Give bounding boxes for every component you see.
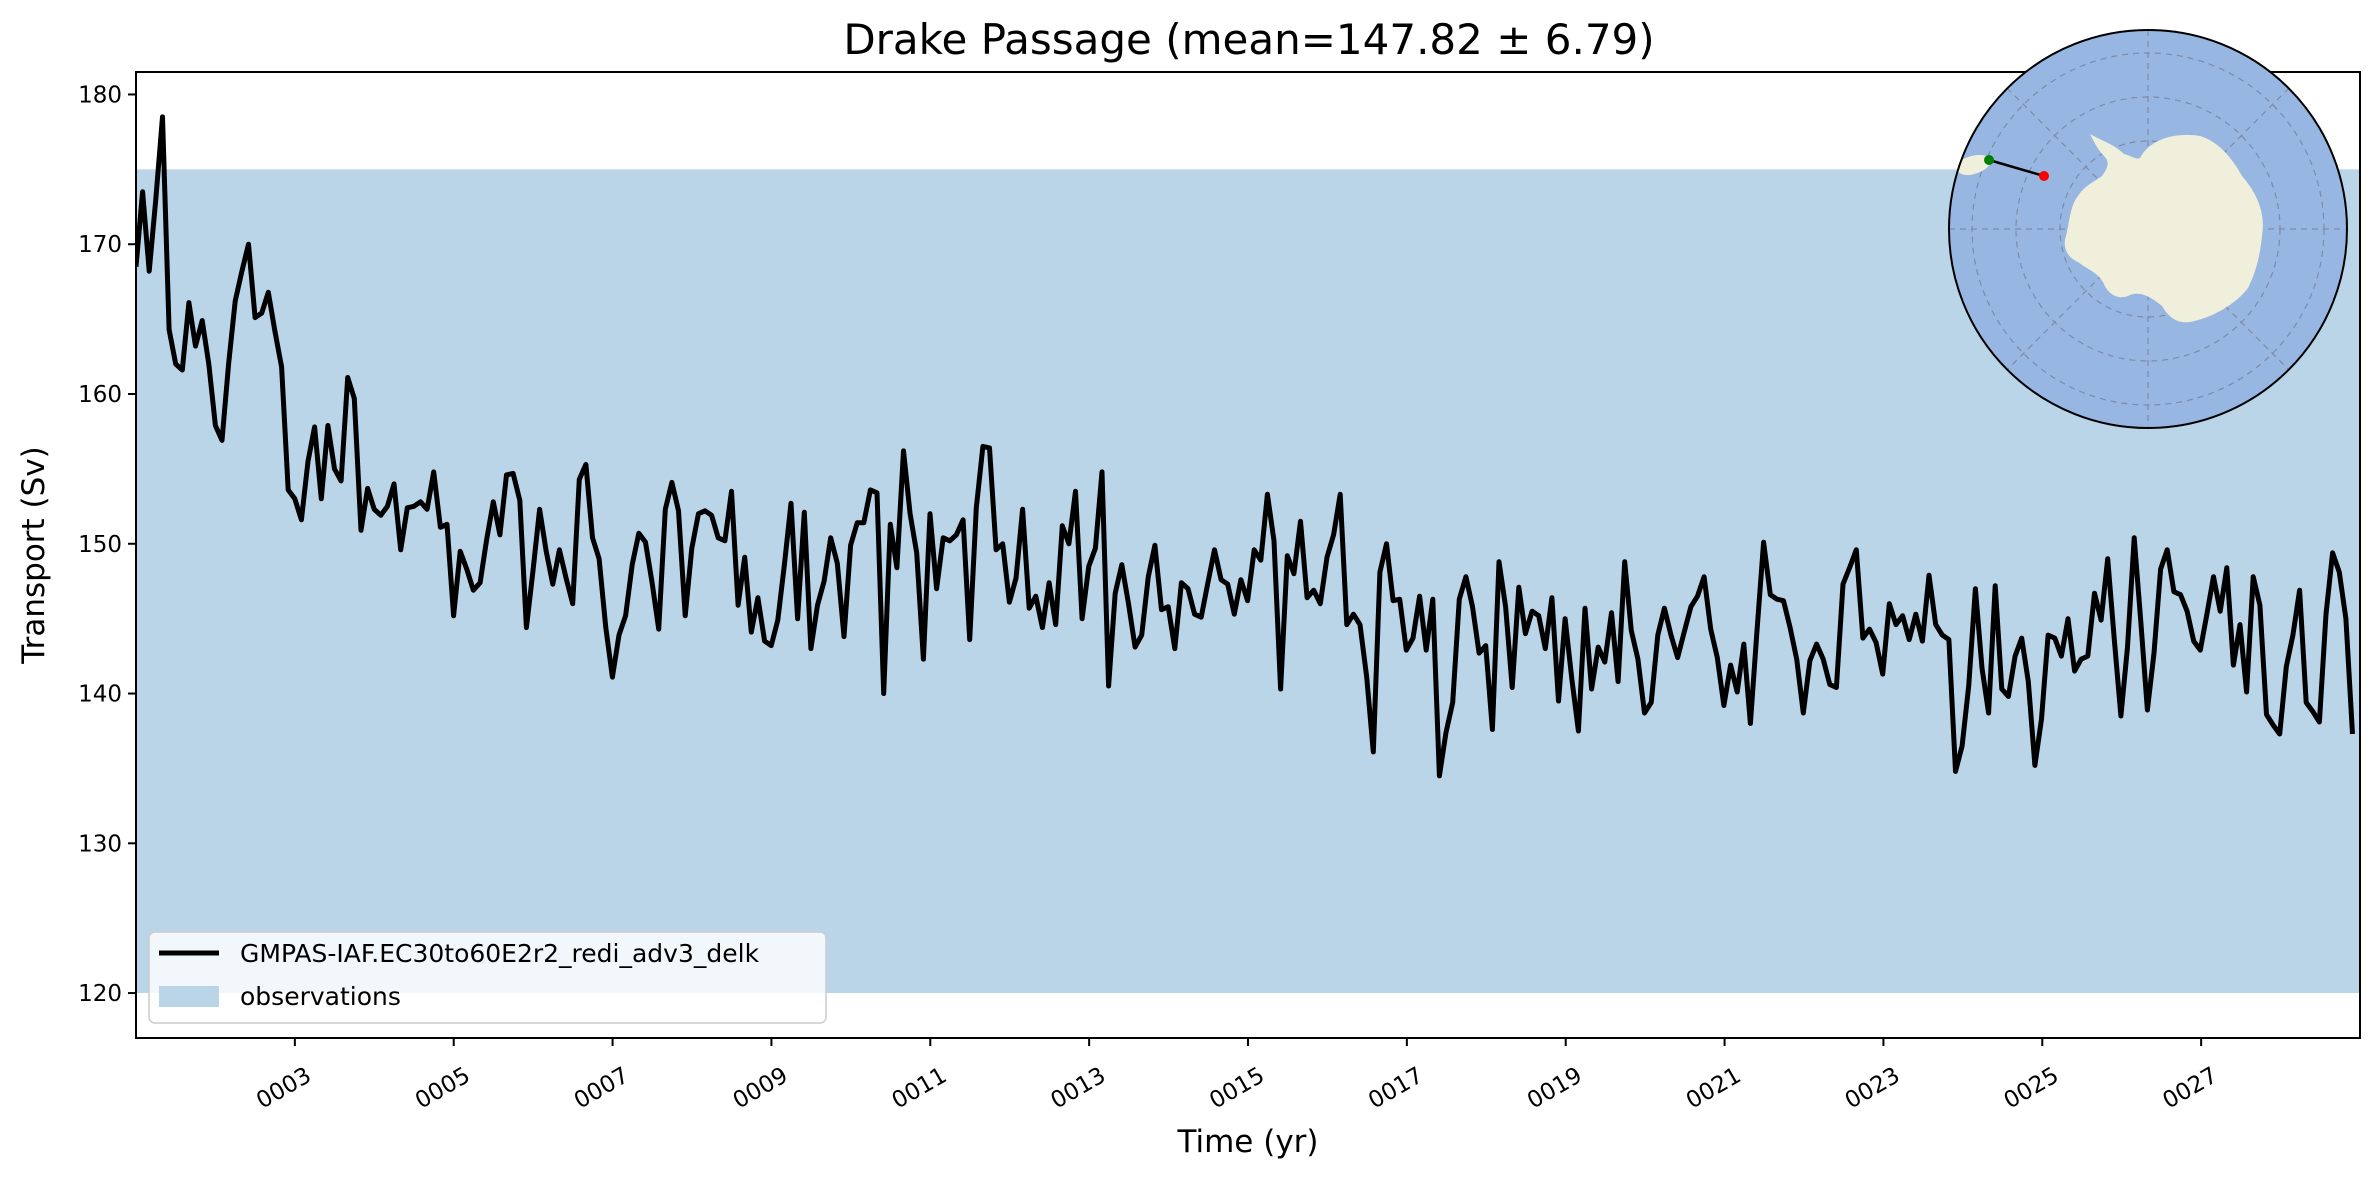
south-america-tip xyxy=(1955,155,1991,176)
x-tick-label: 0005 xyxy=(411,1063,475,1115)
legend-series-label: GMPAS-IAF.EC30to60E2r2_redi_adv3_delk xyxy=(240,939,760,968)
x-tick-label: 0023 xyxy=(1841,1063,1905,1115)
y-tick-label: 170 xyxy=(78,232,122,258)
y-axis-ticks: 120 130 140 150 160 170 180 xyxy=(78,82,136,1007)
chart-title: Drake Passage (mean=147.82 ± 6.79) xyxy=(843,15,1654,64)
x-tick-label: 0011 xyxy=(888,1063,952,1115)
y-tick-label: 180 xyxy=(78,82,122,108)
legend-observations-label: observations xyxy=(240,982,401,1011)
inset-map xyxy=(1948,29,2348,429)
y-tick-label: 120 xyxy=(78,981,122,1007)
legend-observations-swatch xyxy=(159,986,219,1007)
x-tick-label: 0027 xyxy=(2158,1063,2222,1115)
x-tick-label: 0003 xyxy=(252,1063,316,1115)
y-tick-label: 140 xyxy=(78,682,122,708)
x-axis-label: Time (yr) xyxy=(1177,1124,1319,1160)
y-tick-label: 150 xyxy=(78,532,122,558)
transect-line xyxy=(1988,158,2045,178)
x-tick-label: 0013 xyxy=(1046,1063,1110,1115)
x-tick-label: 0017 xyxy=(1364,1063,1428,1115)
legend-box xyxy=(148,931,827,1024)
series-line xyxy=(136,114,2355,779)
transect-end-point xyxy=(2039,171,2049,181)
x-tick-label: 0015 xyxy=(1205,1063,1269,1115)
y-tick-label: 160 xyxy=(78,382,122,408)
x-axis-ticks: 0003 0005 0007 0009 0011 0013 0015 0017 0019 0021… xyxy=(252,1038,2222,1114)
x-tick-label: 0007 xyxy=(570,1063,634,1115)
legend: GMPAS-IAF.EC30to60E2r2_redi_adv3_delk ob… xyxy=(148,931,827,1024)
transect-start-point xyxy=(1984,155,1994,165)
x-tick-label: 0009 xyxy=(729,1063,793,1115)
x-tick-label: 0019 xyxy=(1523,1063,1587,1115)
x-tick-label: 0025 xyxy=(2000,1063,2064,1115)
y-axis-label: Transport (Sv) xyxy=(16,446,52,665)
map-outline xyxy=(1948,29,2348,429)
plot-frame xyxy=(135,71,2361,1039)
y-tick-label: 130 xyxy=(78,831,122,857)
antarctica-landmass xyxy=(2064,134,2263,323)
x-tick-label: 0021 xyxy=(1682,1063,1746,1115)
